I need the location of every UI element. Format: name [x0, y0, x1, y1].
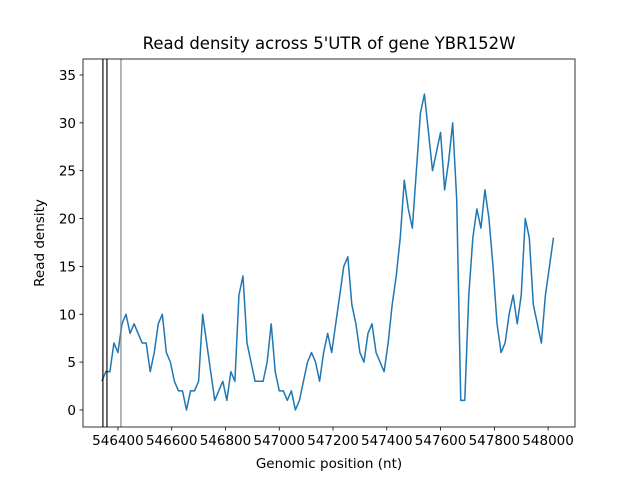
x-tick-label: 546400	[92, 433, 144, 449]
x-tick-label: 547600	[415, 433, 467, 449]
y-tick-label: 30	[59, 116, 76, 132]
x-tick-label: 546600	[146, 433, 198, 449]
x-tick-label: 547800	[469, 433, 521, 449]
x-axis-label: Genomic position (nt)	[256, 456, 402, 472]
y-tick-label: 15	[59, 259, 76, 275]
y-tick-label: 0	[67, 403, 76, 419]
plot-frame	[82, 58, 576, 428]
y-tick-label: 10	[59, 307, 76, 323]
y-tick-label: 35	[59, 68, 76, 84]
chart-title: Read density across 5'UTR of gene YBR152…	[143, 34, 516, 53]
y-tick-label: 25	[59, 164, 76, 180]
x-tick-label: 546800	[200, 433, 252, 449]
x-tick-label: 547400	[361, 433, 413, 449]
y-tick-label: 20	[59, 212, 76, 228]
y-axis-label: Read density	[32, 199, 48, 287]
data-line	[101, 93, 555, 411]
x-tick-label: 548000	[522, 433, 574, 449]
x-tick-label: 547200	[307, 433, 359, 449]
y-tick-label: 5	[67, 355, 76, 371]
x-tick-label: 547000	[253, 433, 305, 449]
